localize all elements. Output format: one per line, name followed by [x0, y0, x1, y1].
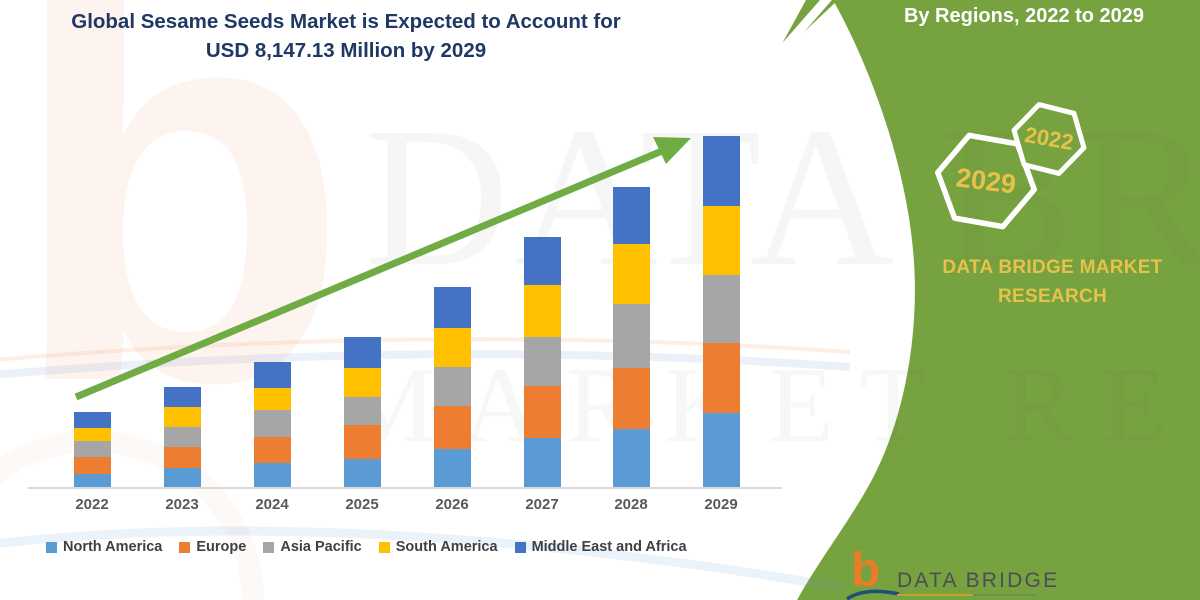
bar-segment — [702, 206, 740, 275]
bar-segment — [702, 413, 740, 488]
bar-segment — [73, 428, 111, 441]
legend: North America Europe Asia Pacific South Ame… — [46, 539, 687, 555]
footer-brand-text: DATA BRIDGE — [897, 569, 1060, 592]
footer-logo-swoosh-icon — [846, 589, 900, 600]
panel-heading: By Regions, 2022 to 2029 — [903, 5, 1145, 27]
bar-segment — [612, 304, 650, 368]
legend-label: South America — [395, 539, 498, 555]
bar-segment — [163, 407, 201, 427]
legend-item: Asia Pacific — [263, 539, 362, 555]
x-axis-label: 2029 — [704, 496, 738, 513]
hexagon-2022-outline — [1011, 102, 1087, 176]
legend-label: Asia Pacific — [280, 539, 362, 555]
bar-segment — [163, 468, 201, 488]
bar-segment — [163, 447, 201, 468]
bar-segment — [702, 343, 740, 413]
panel-white-slash — [766, 0, 832, 67]
footer-logo-b-icon: b — [851, 544, 881, 597]
bar-segment — [612, 429, 650, 488]
bar-segment — [73, 474, 111, 488]
legend-item: South America — [378, 539, 498, 555]
watermark-bottom-arc — [0, 526, 846, 593]
hexagon-2029-label: 2029 — [954, 162, 1017, 199]
bar-segment — [433, 328, 471, 367]
x-axis-label: 2023 — [165, 496, 199, 513]
stacked-bar-2026 — [433, 287, 471, 488]
bar-segment — [702, 275, 740, 343]
bar-segment — [433, 367, 471, 406]
panel-curved-shape — [797, 0, 1200, 600]
stacked-bar-2023 — [163, 387, 201, 488]
x-axis-label: 2028 — [614, 496, 648, 513]
bar-segment — [253, 362, 291, 388]
bar-segment — [343, 337, 381, 368]
bar-segment — [343, 368, 381, 397]
x-axis-label: 2024 — [255, 496, 289, 513]
bar-segment — [433, 287, 471, 328]
bar-segment — [523, 337, 561, 386]
bar-segment — [163, 387, 201, 407]
bar-segment — [343, 425, 381, 459]
legend-item: North America — [46, 539, 162, 555]
bar-segment — [523, 438, 561, 488]
legend-item: Europe — [179, 539, 246, 555]
footer-sub-text: MARKET RESEARCH — [897, 598, 1057, 600]
bar-segment — [433, 449, 471, 488]
footer-logo: b DATA BRIDGE MARKET RESEARCH — [845, 547, 1175, 600]
bar-segment — [612, 244, 650, 304]
stacked-bar-2022 — [73, 412, 111, 488]
footer-swoosh-path — [846, 589, 900, 600]
bar-segment — [523, 285, 561, 337]
hexagon-2022: 2022 — [1011, 102, 1087, 176]
legend-swatch-icon — [46, 541, 57, 553]
chart-title-line2: USD 8,147.13 Million by 2029 — [205, 39, 487, 63]
stacked-bar-2025 — [343, 337, 381, 488]
legend-item: Middle East and Africa — [514, 539, 687, 555]
bar-segment — [73, 412, 111, 428]
panel-brand-text: DATA BRIDGE MARKET RESEARCH — [900, 254, 1200, 311]
bar-segment — [702, 136, 740, 206]
legend-swatch-icon — [179, 541, 191, 553]
legend-label: Europe — [196, 539, 247, 555]
stacked-bar-2028 — [612, 187, 650, 488]
panel-brand-line2: RESEARCH — [997, 285, 1108, 307]
bar-segment — [253, 388, 291, 410]
bar-segment — [163, 427, 201, 447]
bar-segment — [343, 459, 381, 488]
bar-segment — [612, 368, 650, 429]
x-axis-label: 2025 — [345, 496, 379, 513]
legend-label: Middle East and Africa — [531, 539, 687, 555]
bar-segment — [73, 457, 111, 474]
stacked-bar-2027 — [523, 237, 561, 488]
bar-segment — [253, 463, 291, 488]
chart-title: Global Sesame Seeds Market is Expected t… — [50, 7, 642, 65]
chart-title-line1: Global Sesame Seeds Market is Expected t… — [71, 10, 621, 33]
panel-brand-line1: DATA BRIDGE MARKET — [942, 257, 1163, 278]
x-axis-label: 2022 — [75, 496, 109, 513]
stacked-bar-2024 — [253, 362, 291, 488]
legend-swatch-icon — [378, 541, 390, 553]
x-axis-label: 2027 — [525, 496, 559, 513]
legend-label: North America — [63, 539, 163, 555]
x-axis-line — [28, 487, 782, 489]
bar-segment — [433, 406, 471, 449]
stacked-bar-2029 — [702, 136, 740, 488]
legend-swatch-icon — [263, 541, 275, 553]
footer-underline — [897, 594, 1035, 596]
bar-segment — [73, 441, 111, 457]
year-hexagons: 2029 2022 — [934, 102, 1087, 230]
bar-segment — [612, 187, 650, 244]
bar-segment — [523, 237, 561, 285]
bar-segment — [253, 437, 291, 463]
bar-segment — [343, 397, 381, 425]
x-axis-label: 2026 — [435, 496, 469, 513]
bar-segment — [523, 386, 561, 438]
legend-swatch-icon — [514, 541, 526, 553]
bar-segment — [253, 410, 291, 437]
